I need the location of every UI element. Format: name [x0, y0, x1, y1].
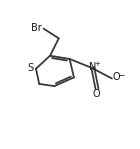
Text: −: − — [118, 71, 124, 80]
Text: +: + — [94, 61, 100, 67]
Text: O: O — [92, 89, 100, 99]
Text: Br: Br — [31, 23, 41, 33]
Text: S: S — [27, 63, 33, 73]
Text: O: O — [113, 72, 120, 82]
Text: N: N — [89, 62, 97, 72]
